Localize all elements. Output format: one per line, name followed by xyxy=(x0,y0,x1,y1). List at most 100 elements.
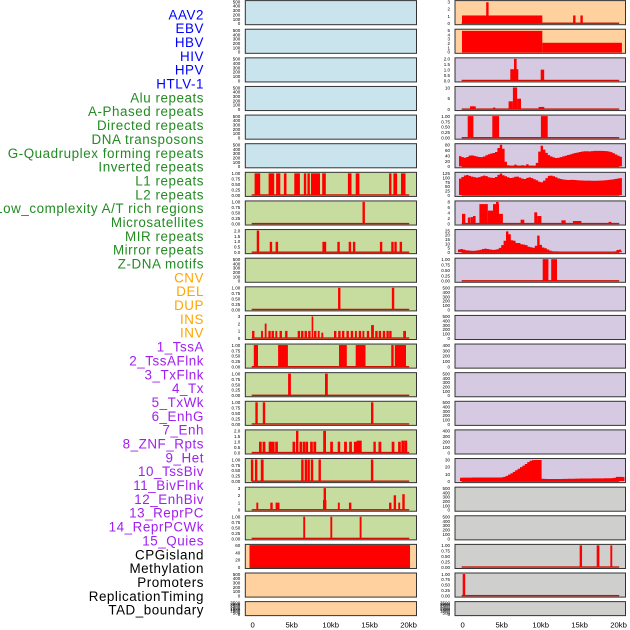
svg-text:6_EnhG: 6_EnhG xyxy=(152,409,204,424)
svg-text:10kb: 10kb xyxy=(322,620,339,629)
svg-text:8: 8 xyxy=(447,200,450,205)
svg-text:5kb: 5kb xyxy=(285,620,297,629)
svg-text:0.50: 0.50 xyxy=(232,296,241,301)
svg-text:10: 10 xyxy=(445,472,451,477)
svg-text:0.00: 0.00 xyxy=(232,536,241,541)
svg-text:0.00: 0.00 xyxy=(232,365,241,370)
svg-text:INS: INS xyxy=(180,312,204,327)
svg-text:0: 0 xyxy=(447,193,450,198)
svg-text:0.50: 0.50 xyxy=(232,468,241,473)
svg-text:7_Enh: 7_Enh xyxy=(163,423,204,438)
svg-text:0: 0 xyxy=(447,336,450,341)
svg-text:1: 1 xyxy=(238,329,241,334)
svg-text:0.25: 0.25 xyxy=(232,388,241,393)
svg-text:400: 400 xyxy=(442,376,450,381)
svg-text:0.50: 0.50 xyxy=(441,554,450,559)
svg-text:100: 100 xyxy=(442,303,450,308)
svg-text:1.00: 1.00 xyxy=(441,257,450,262)
svg-text:4_Tx: 4_Tx xyxy=(172,381,204,396)
svg-text:500: 500 xyxy=(233,57,241,62)
svg-text:400: 400 xyxy=(233,576,241,581)
svg-text:20: 20 xyxy=(445,159,451,164)
svg-text:2500: 2500 xyxy=(230,604,241,609)
svg-text:Directed repeats: Directed repeats xyxy=(97,118,204,133)
svg-text:125: 125 xyxy=(442,171,450,176)
svg-text:0: 0 xyxy=(238,508,241,513)
svg-text:2_TssAFlnk: 2_TssAFlnk xyxy=(129,353,204,368)
svg-text:300: 300 xyxy=(233,94,241,99)
svg-text:400: 400 xyxy=(233,61,241,66)
svg-text:1_TssA: 1_TssA xyxy=(157,340,204,355)
svg-text:200: 200 xyxy=(233,127,241,132)
svg-text:300: 300 xyxy=(233,151,241,156)
svg-text:Methylation: Methylation xyxy=(129,561,204,576)
svg-text:0.50: 0.50 xyxy=(441,125,450,130)
svg-text:0.25: 0.25 xyxy=(441,273,450,278)
svg-text:0: 0 xyxy=(447,612,450,617)
svg-text:2.0: 2.0 xyxy=(234,429,241,434)
svg-text:11_BivFlnk: 11_BivFlnk xyxy=(133,478,204,493)
svg-text:0.25: 0.25 xyxy=(232,302,241,307)
svg-text:0: 0 xyxy=(238,164,241,169)
svg-text:300: 300 xyxy=(233,8,241,13)
svg-text:200: 200 xyxy=(442,499,450,504)
svg-text:0.75: 0.75 xyxy=(232,463,241,468)
svg-text:100: 100 xyxy=(442,389,450,394)
svg-text:2.0: 2.0 xyxy=(234,228,241,233)
svg-text:400: 400 xyxy=(442,343,450,348)
svg-text:1.0: 1.0 xyxy=(444,67,451,72)
svg-text:0.25: 0.25 xyxy=(232,187,241,192)
svg-text:25: 25 xyxy=(445,228,451,233)
svg-text:300: 300 xyxy=(442,348,450,353)
svg-text:TAD_boundary: TAD_boundary xyxy=(108,603,204,618)
svg-text:0.00: 0.00 xyxy=(232,479,241,484)
svg-text:0.00: 0.00 xyxy=(441,279,450,284)
svg-text:10: 10 xyxy=(445,85,451,90)
svg-text:400: 400 xyxy=(233,90,241,95)
svg-text:0: 0 xyxy=(447,479,450,484)
svg-text:300: 300 xyxy=(233,123,241,128)
svg-text:100: 100 xyxy=(233,589,241,594)
svg-text:3000: 3000 xyxy=(440,602,451,607)
svg-text:500: 500 xyxy=(442,314,450,319)
svg-text:6: 6 xyxy=(447,205,450,210)
svg-text:200: 200 xyxy=(233,156,241,161)
svg-text:400: 400 xyxy=(442,404,450,409)
svg-text:Alu repeats: Alu repeats xyxy=(130,90,204,105)
svg-text:200: 200 xyxy=(442,299,450,304)
svg-text:500: 500 xyxy=(442,486,450,491)
svg-text:25: 25 xyxy=(445,188,451,193)
svg-text:15: 15 xyxy=(445,237,451,242)
svg-text:HIV: HIV xyxy=(180,49,204,64)
svg-text:300: 300 xyxy=(442,323,450,328)
svg-text:Z-DNA motifs: Z-DNA motifs xyxy=(118,257,204,272)
svg-text:0.25: 0.25 xyxy=(232,216,241,221)
svg-text:0.00: 0.00 xyxy=(232,422,241,427)
svg-text:1.00: 1.00 xyxy=(441,114,450,119)
svg-text:1.5: 1.5 xyxy=(234,434,241,439)
svg-text:15kb: 15kb xyxy=(361,620,378,629)
svg-text:0.50: 0.50 xyxy=(232,525,241,530)
svg-text:500: 500 xyxy=(442,286,450,291)
svg-text:200: 200 xyxy=(442,528,450,533)
svg-text:0.75: 0.75 xyxy=(232,406,241,411)
svg-text:2: 2 xyxy=(447,41,450,46)
svg-text:0: 0 xyxy=(447,107,450,112)
svg-text:1.00: 1.00 xyxy=(441,543,450,548)
svg-text:1: 1 xyxy=(447,45,450,50)
svg-text:100: 100 xyxy=(442,445,450,450)
svg-text:0.25: 0.25 xyxy=(232,416,241,421)
svg-text:500: 500 xyxy=(233,0,241,4)
svg-text:0.50: 0.50 xyxy=(232,411,241,416)
svg-text:0.75: 0.75 xyxy=(232,205,241,210)
svg-text:0.50: 0.50 xyxy=(232,182,241,187)
svg-text:15_Quies: 15_Quies xyxy=(142,533,204,548)
svg-text:0.5: 0.5 xyxy=(234,245,241,250)
svg-text:0.5: 0.5 xyxy=(444,73,451,78)
svg-text:400: 400 xyxy=(233,118,241,123)
svg-text:5: 5 xyxy=(447,246,450,251)
svg-text:200: 200 xyxy=(442,413,450,418)
svg-text:3_TxFlnk: 3_TxFlnk xyxy=(145,367,204,382)
svg-text:8_ZNF_Rpts: 8_ZNF_Rpts xyxy=(123,437,204,452)
svg-text:100: 100 xyxy=(442,175,450,180)
